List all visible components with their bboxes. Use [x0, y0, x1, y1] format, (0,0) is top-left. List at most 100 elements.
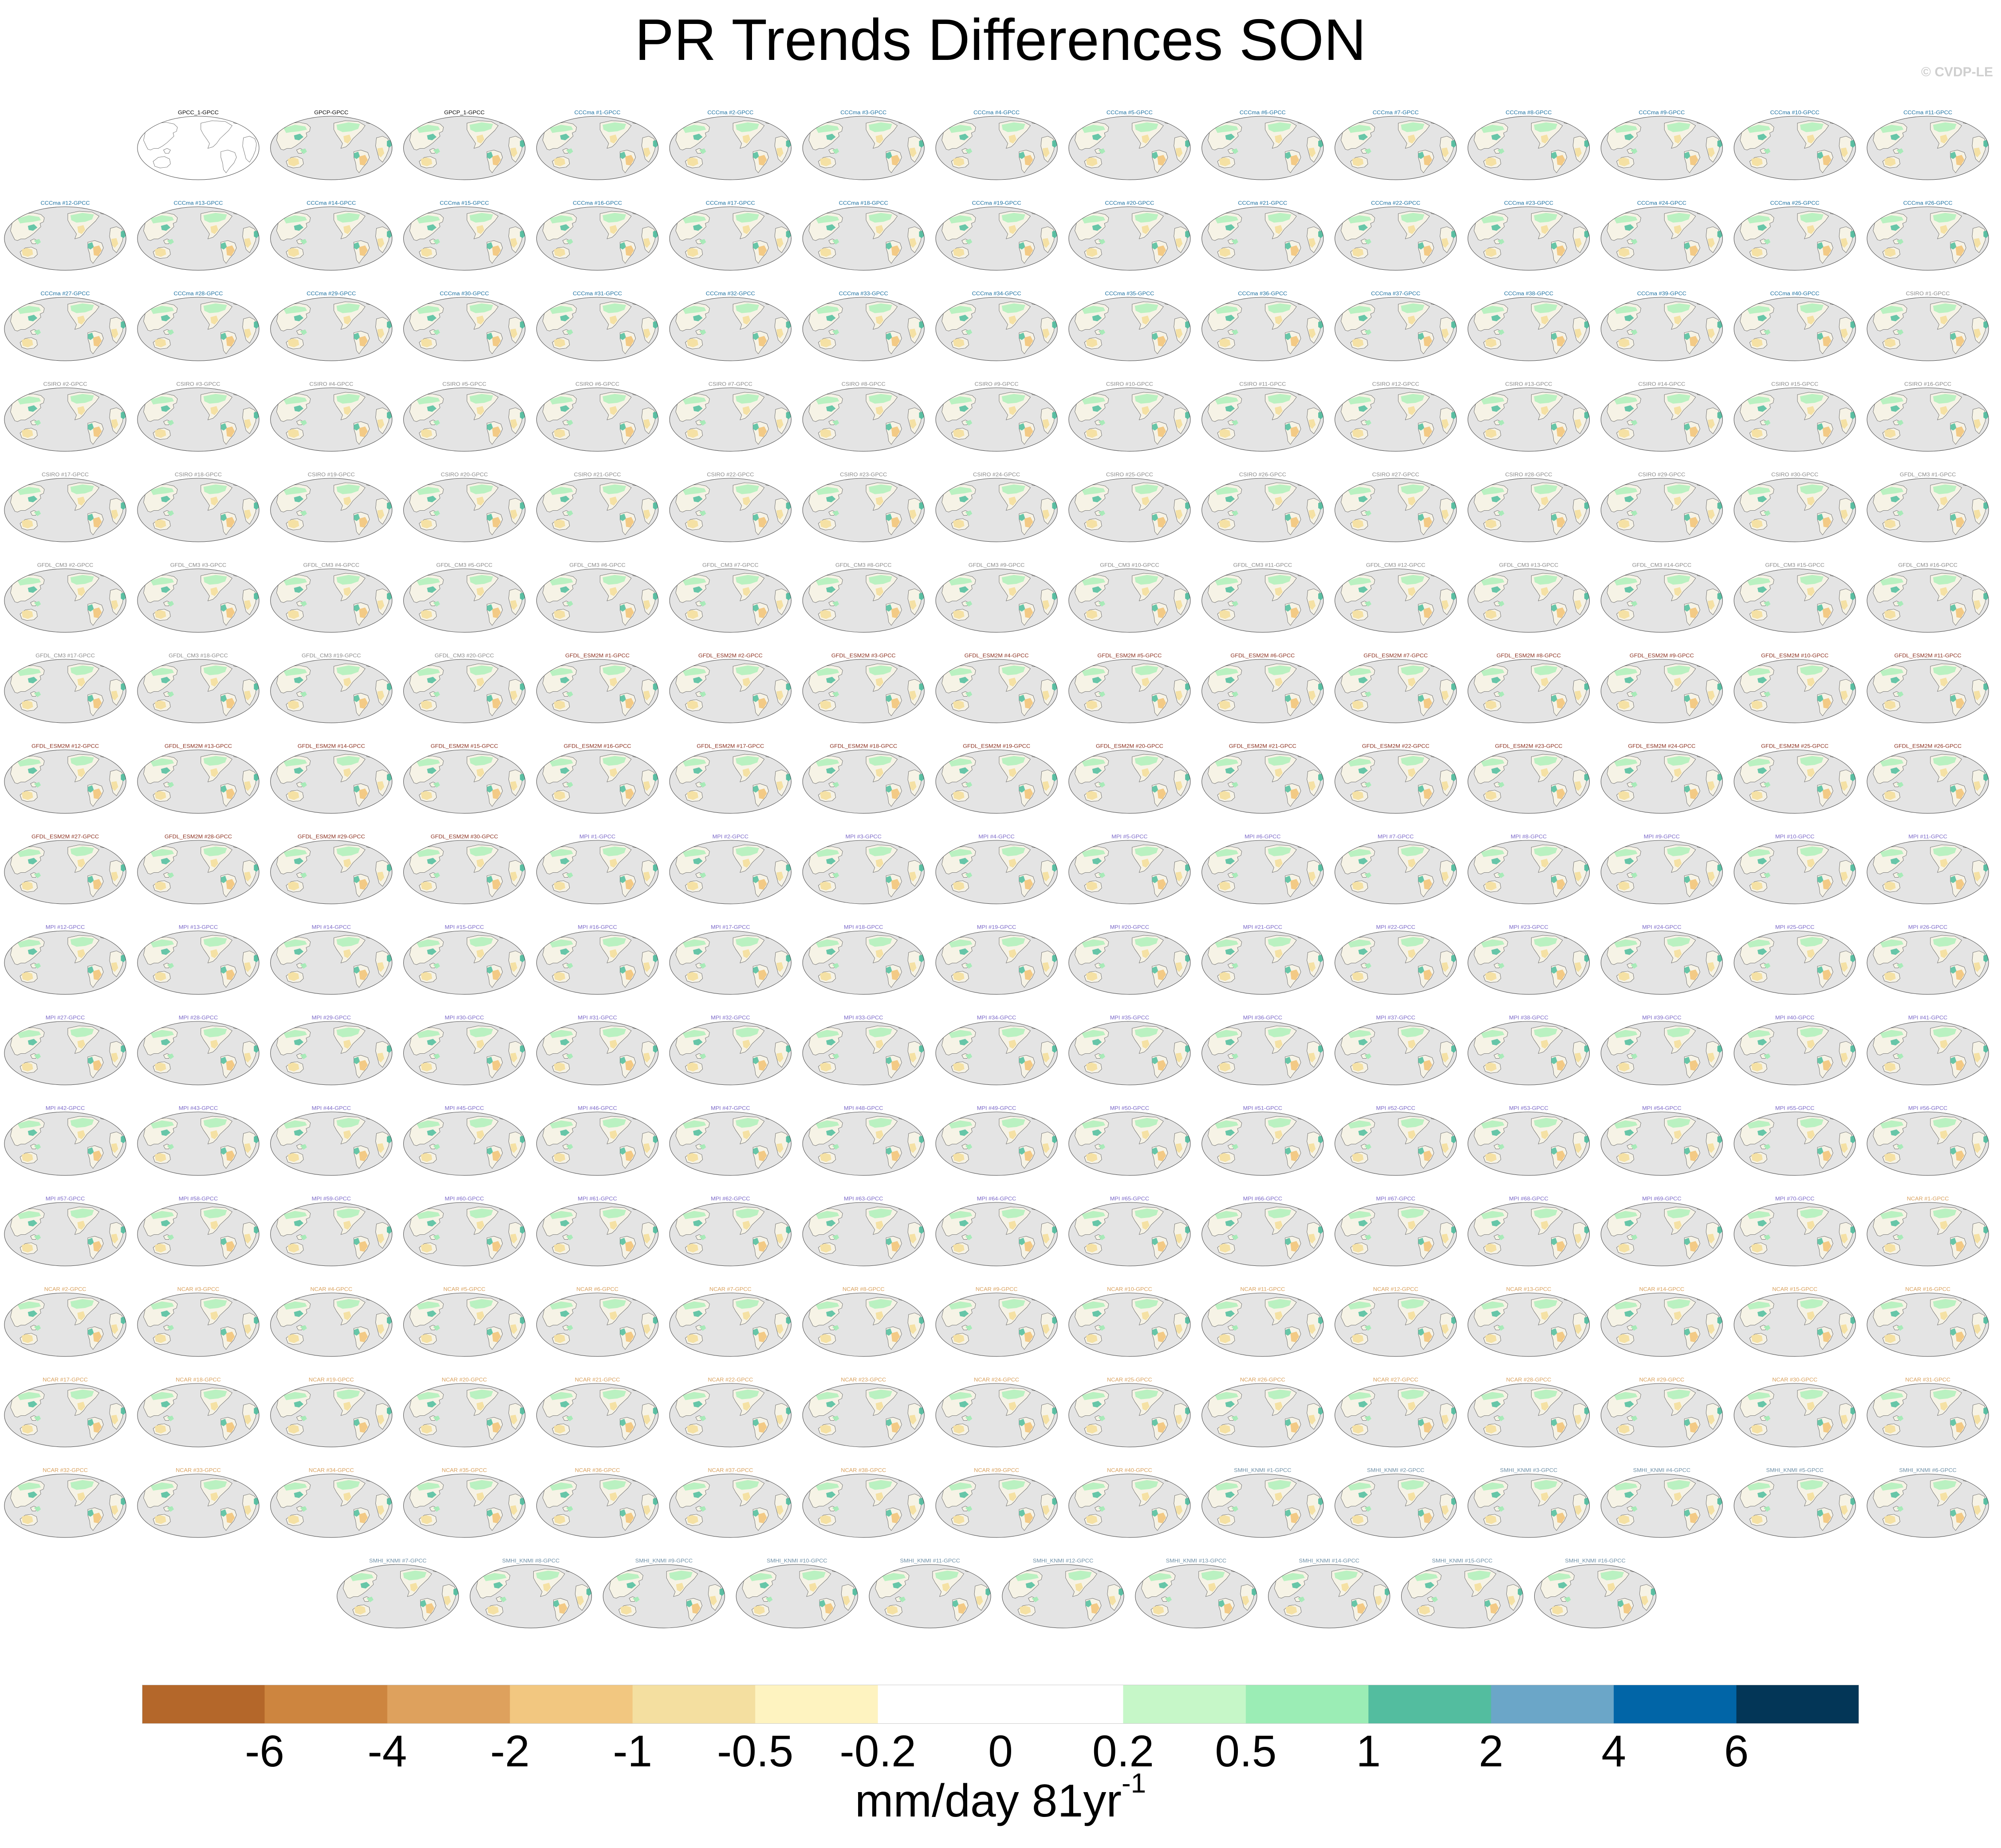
map-panel: GFDL_CM3 #15-GPCC — [1734, 562, 1856, 632]
world-map — [1734, 388, 1856, 451]
world-map — [1734, 659, 1856, 723]
panel-title: MPI #52-GPCC — [1376, 1105, 1415, 1111]
panel-title: MPI #39-GPCC — [1642, 1015, 1681, 1021]
panel-title: MPI #29-GPCC — [312, 1015, 351, 1021]
panel-title: GFDL_CM3 #6-GPCC — [569, 562, 626, 568]
panel-title: SMHI_KNMI #16-GPCC — [1565, 1558, 1625, 1564]
world-map — [1468, 1474, 1590, 1537]
panel-title: MPI #45-GPCC — [445, 1105, 484, 1111]
map-panel: MPI #45-GPCC — [404, 1105, 526, 1175]
panel-title: MPI #3-GPCC — [846, 834, 882, 840]
map-panel: MPI #63-GPCC — [803, 1196, 925, 1266]
map-panel: CSIRO #11-GPCC — [1202, 381, 1324, 451]
world-map — [670, 659, 792, 723]
colorbar-swatch — [1491, 1685, 1614, 1724]
map-panel: MPI #46-GPCC — [536, 1105, 659, 1175]
map-panel: SMHI_KNMI #2-GPCC — [1335, 1467, 1457, 1537]
map-panel: CCCma #16-GPCC — [536, 200, 659, 270]
world-map — [138, 478, 260, 542]
map-panel: GFDL_CM3 #13-GPCC — [1468, 562, 1590, 632]
map-panel: GPCP_1-GPCC — [404, 110, 526, 180]
world-map — [4, 750, 127, 813]
world-map — [803, 116, 925, 180]
map-panel: GFDL_ESM2M #5-GPCC — [1069, 653, 1191, 723]
world-map — [1402, 1564, 1524, 1628]
map-panel: MPI #48-GPCC — [803, 1105, 925, 1175]
panel-title: MPI #26-GPCC — [1908, 924, 1947, 930]
map-panel: MPI #44-GPCC — [271, 1105, 393, 1175]
colorbar-tick-label: -2 — [490, 1726, 530, 1776]
map-panel: NCAR #11-GPCC — [1202, 1286, 1324, 1356]
colorbar-tick-label: 0.2 — [1092, 1726, 1154, 1776]
world-map — [1734, 1474, 1856, 1537]
panel-title: GFDL_ESM2M #1-GPCC — [565, 653, 630, 659]
world-map — [670, 750, 792, 813]
map-panel: GFDL_ESM2M #25-GPCC — [1734, 743, 1856, 813]
colorbar-swatch — [755, 1685, 878, 1724]
map-panel: CCCma #25-GPCC — [1734, 200, 1856, 270]
panel-title: MPI #20-GPCC — [1110, 924, 1149, 930]
panel-title: GFDL_ESM2M #19-GPCC — [963, 743, 1030, 749]
panel-title: CSIRO #29-GPCC — [1638, 472, 1685, 478]
world-map — [404, 297, 526, 361]
world-map — [1867, 840, 1989, 904]
world-map — [1069, 1293, 1191, 1356]
world-map — [936, 1293, 1058, 1356]
map-panel: GFDL_ESM2M #22-GPCC — [1335, 743, 1457, 813]
map-panel: MPI #53-GPCC — [1468, 1105, 1590, 1175]
world-map — [1468, 207, 1590, 270]
world-map — [803, 931, 925, 994]
map-panel: CCCma #2-GPCC — [670, 110, 792, 180]
panel-title: CCCma #33-GPCC — [839, 291, 888, 297]
world-map — [1867, 388, 1989, 451]
panel-title: NCAR #27-GPCC — [1373, 1377, 1418, 1383]
panel-title: NCAR #31-GPCC — [1905, 1377, 1950, 1383]
world-map — [1069, 1202, 1191, 1266]
map-panel: CCCma #19-GPCC — [936, 200, 1058, 270]
map-panel: MPI #47-GPCC — [670, 1105, 792, 1175]
colorbar-tick-label: -0.2 — [839, 1726, 916, 1776]
panel-grid: GPCC_1-GPCC GPCP-GPCC GPCP_1-GPCC CCCma #1-… — [0, 110, 2001, 1668]
world-map — [536, 569, 659, 632]
panel-title: CCCma #11-GPCC — [1903, 110, 1952, 116]
map-panel: MPI #11-GPCC — [1867, 834, 1989, 904]
world-map — [1734, 840, 1856, 904]
world-map — [1734, 1202, 1856, 1266]
world-map — [1202, 1293, 1324, 1356]
map-panel: NCAR #33-GPCC — [138, 1467, 260, 1537]
panel-title: CSIRO #25-GPCC — [1106, 472, 1153, 478]
map-panel: CCCma #38-GPCC — [1468, 291, 1590, 361]
map-panel: MPI #51-GPCC — [1202, 1105, 1324, 1175]
panel-title: GFDL_ESM2M #24-GPCC — [1628, 743, 1695, 749]
world-map — [4, 931, 127, 994]
world-map — [1335, 840, 1457, 904]
world-map — [1202, 1474, 1324, 1537]
map-panel: CCCma #26-GPCC — [1867, 200, 1989, 270]
panel-title: CSIRO #19-GPCC — [308, 472, 355, 478]
colorbar-tick-label: 0.5 — [1215, 1726, 1277, 1776]
panel-title: MPI #16-GPCC — [578, 924, 617, 930]
world-map — [404, 1021, 526, 1085]
map-panel: MPI #14-GPCC — [271, 924, 393, 994]
panel-title: GFDL_CM3 #7-GPCC — [702, 562, 759, 568]
panel-title: MPI #25-GPCC — [1775, 924, 1814, 930]
world-map — [1734, 1383, 1856, 1447]
panel-title: CCCma #1-GPCC — [575, 110, 621, 116]
map-panel: CCCma #18-GPCC — [803, 200, 925, 270]
panel-title: NCAR #19-GPCC — [309, 1377, 354, 1383]
map-panel: CSIRO #24-GPCC — [936, 472, 1058, 542]
map-panel: MPI #8-GPCC — [1468, 834, 1590, 904]
panel-title: CCCma #35-GPCC — [1105, 291, 1154, 297]
world-map — [803, 1383, 925, 1447]
map-panel: CCCma #7-GPCC — [1335, 110, 1457, 180]
map-panel: NCAR #15-GPCC — [1734, 1286, 1856, 1356]
world-map — [936, 1202, 1058, 1266]
panel-title: NCAR #14-GPCC — [1639, 1286, 1684, 1292]
world-map — [1202, 659, 1324, 723]
map-panel: CCCma #22-GPCC — [1335, 200, 1457, 270]
panel-title: NCAR #24-GPCC — [974, 1377, 1019, 1383]
world-map — [1468, 931, 1590, 994]
map-panel: MPI #4-GPCC — [936, 834, 1058, 904]
map-panel: NCAR #2-GPCC — [4, 1286, 127, 1356]
map-panel: MPI #27-GPCC — [4, 1015, 127, 1085]
